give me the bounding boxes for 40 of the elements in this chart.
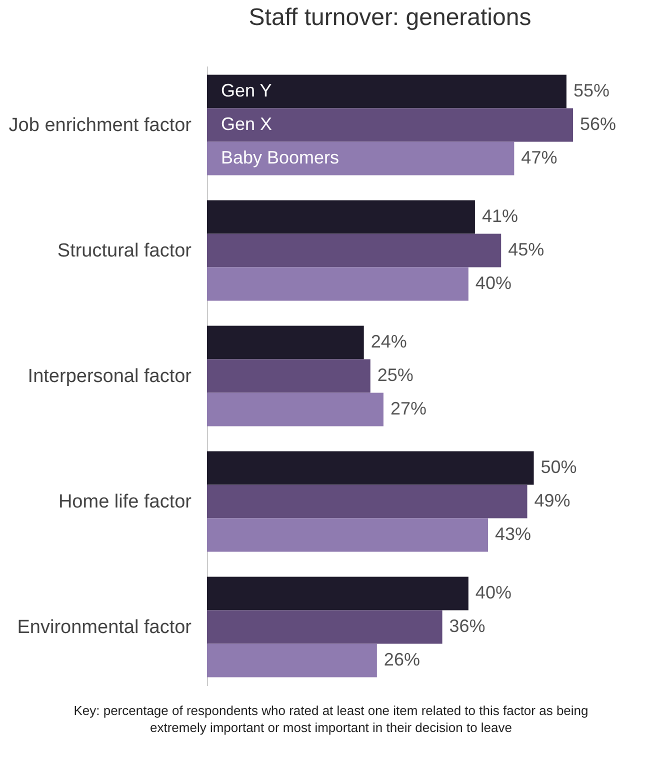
y-tick-label: Structural factor <box>57 240 192 262</box>
data-label: 40% <box>475 582 512 603</box>
bar <box>207 451 534 485</box>
y-tick-label: Home life factor <box>58 492 192 513</box>
data-label: 41% <box>482 206 518 226</box>
chart-title: Staff turnover: generations <box>248 4 532 31</box>
series-label: Baby Boomers <box>221 147 340 168</box>
data-label: 50% <box>540 457 577 478</box>
series-label: Gen X <box>221 114 272 134</box>
bar <box>207 200 475 234</box>
series-label: Gen Y <box>221 80 272 101</box>
bar <box>207 267 468 301</box>
data-label: 45% <box>508 239 544 260</box>
bar <box>207 392 384 426</box>
bar <box>207 644 377 678</box>
data-label: 27% <box>390 398 426 418</box>
data-label: 36% <box>449 616 486 636</box>
bar <box>207 359 370 393</box>
bar <box>207 518 488 552</box>
data-label: 55% <box>573 80 610 101</box>
data-label: 40% <box>475 272 512 293</box>
text: Key: percentage of respondents who rated at least one item related to this factor as being extremely important or most important in their decision to leave <box>72 702 590 736</box>
data-label: 43% <box>495 524 532 544</box>
data-label: 56% <box>580 114 616 134</box>
data-label: 26% <box>384 649 420 670</box>
y-tick-label: Interpersonal factor <box>28 366 192 387</box>
bar <box>207 74 566 108</box>
bar <box>207 484 528 518</box>
data-label: 25% <box>377 365 414 385</box>
data-label: 47% <box>521 147 558 168</box>
bar <box>207 326 364 360</box>
bar <box>207 108 573 142</box>
bar <box>207 576 468 610</box>
y-tick-label: Environmental factor <box>17 617 192 638</box>
y-tick-label: Job enrichment factor <box>8 114 192 136</box>
bar <box>207 610 442 644</box>
data-label: 24% <box>370 332 407 352</box>
bar <box>207 234 502 268</box>
bar <box>207 142 514 176</box>
data-label: 49% <box>534 490 570 511</box>
